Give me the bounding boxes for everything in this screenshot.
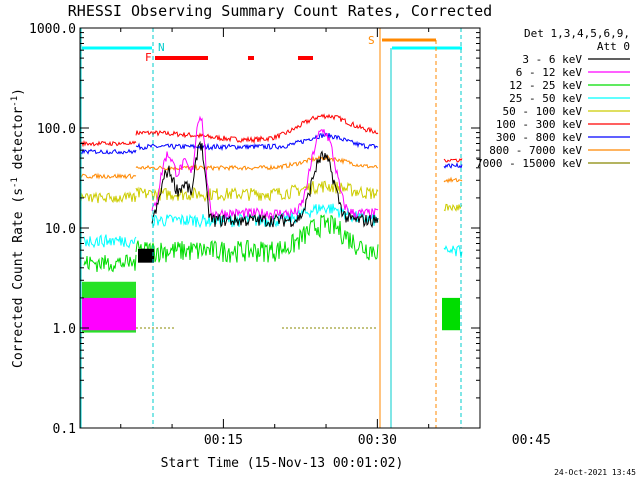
x-tick-label: 00:30 bbox=[358, 433, 397, 448]
flag-letter: S bbox=[368, 34, 375, 47]
low-count-block-black bbox=[138, 248, 154, 263]
series-800-7000-late bbox=[443, 176, 463, 184]
legend-label: 12 - 25 keV bbox=[509, 79, 582, 92]
series-25-50 bbox=[151, 203, 379, 229]
series-300-800-late bbox=[443, 161, 463, 170]
legend-title-1: Det 1,3,4,5,6,9, bbox=[524, 27, 630, 40]
x-tick-label: 00:45 bbox=[512, 433, 551, 448]
y-axis-label: Corrected Count Rate (s-1 detector-1) bbox=[10, 88, 26, 368]
series-25-50-late bbox=[443, 244, 463, 258]
series-12-25 bbox=[135, 214, 379, 263]
y-tick-label: 1000.0 bbox=[29, 22, 76, 37]
y-axis-label-mid: detector bbox=[11, 107, 26, 178]
data-layer: NF S bbox=[79, 28, 463, 428]
legend-label: 25 - 50 keV bbox=[509, 92, 582, 105]
y-axis-label-main: Corrected Count Rate (s bbox=[11, 188, 26, 368]
x-axis-label: Start Time (15-Nov-13 00:01:02) bbox=[161, 456, 404, 471]
legend-label: 6 - 12 keV bbox=[516, 66, 583, 79]
plot-frame bbox=[79, 27, 481, 429]
series-300-800 bbox=[135, 132, 379, 152]
y-axis-label-sup2: -1 bbox=[10, 96, 20, 107]
flag-letter: F bbox=[145, 51, 152, 64]
legend-label: 100 - 300 keV bbox=[496, 118, 582, 131]
legend-label: 800 - 7000 keV bbox=[489, 144, 582, 157]
low-count-block-late bbox=[442, 297, 460, 331]
y-axis: 0.1 1.0 10.0 100.0 1000.0 bbox=[29, 22, 480, 437]
legend-label: 50 - 100 keV bbox=[503, 105, 583, 118]
y-axis-label-sup1: -1 bbox=[10, 177, 20, 188]
legend-title-2: Att 0 bbox=[597, 40, 630, 53]
flag-letter: N bbox=[158, 41, 165, 54]
y-tick-label: 100.0 bbox=[37, 122, 76, 137]
series-6-12 bbox=[151, 115, 379, 221]
series-100-300-late bbox=[443, 158, 463, 163]
legend-label: 3 - 6 keV bbox=[522, 53, 582, 66]
timestamp: 24-Oct-2021 13:45 bbox=[554, 468, 636, 477]
chart-title: RHESSI Observing Summary Count Rates, Co… bbox=[68, 2, 492, 20]
series-300-800-early bbox=[79, 148, 137, 155]
y-tick-label: 1.0 bbox=[53, 322, 76, 337]
series-100-300-early bbox=[79, 139, 137, 148]
legend-label: 300 - 800 keV bbox=[496, 131, 582, 144]
low-count-block-magenta bbox=[82, 297, 136, 331]
series-50-100 bbox=[135, 180, 379, 203]
y-tick-label: 0.1 bbox=[53, 422, 76, 437]
series-100-300 bbox=[135, 113, 379, 144]
series-800-7000-early bbox=[79, 172, 137, 180]
series-800-7000 bbox=[135, 154, 379, 172]
series-25-50-early bbox=[83, 234, 137, 249]
legend-label: 7000 - 15000 keV bbox=[476, 157, 582, 170]
series-50-100-early bbox=[79, 191, 137, 204]
y-axis-label-end: ) bbox=[11, 88, 26, 96]
x-tick-label: 00:15 bbox=[204, 433, 243, 448]
series-12-25-early bbox=[83, 254, 137, 273]
y-tick-label: 10.0 bbox=[45, 222, 76, 237]
series-3-6 bbox=[151, 140, 379, 229]
series-50-100-late bbox=[443, 203, 463, 212]
